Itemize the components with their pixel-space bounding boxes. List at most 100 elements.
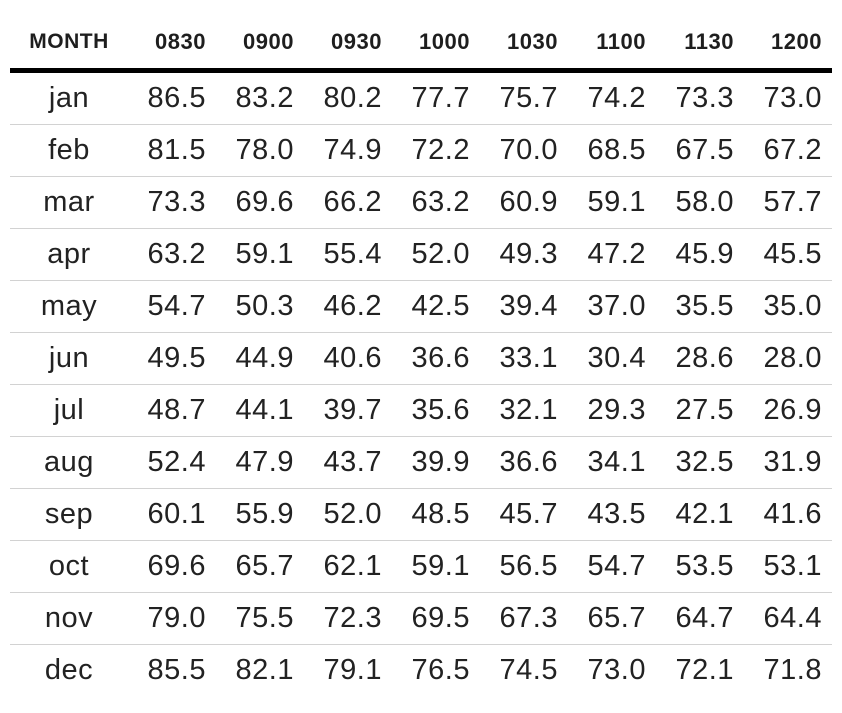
value-cell: 36.6 (480, 436, 568, 489)
value-cell: 67.2 (744, 124, 832, 177)
value-cell: 73.3 (656, 70, 744, 125)
value-cell: 73.0 (744, 70, 832, 125)
value-cell: 34.1 (568, 436, 656, 489)
value-cell: 40.6 (304, 332, 392, 385)
column-header-1000: 1000 (392, 16, 480, 73)
value-cell: 35.0 (744, 280, 832, 333)
column-header-0900: 0900 (216, 16, 304, 73)
value-cell: 46.2 (304, 280, 392, 333)
value-cell: 45.5 (744, 228, 832, 281)
table-row: may 54.7 50.3 46.2 42.5 39.4 37.0 35.5 35.0 (10, 280, 832, 333)
value-cell: 75.7 (480, 70, 568, 125)
value-cell: 44.9 (216, 332, 304, 385)
value-cell: 76.5 (411, 654, 470, 686)
value-cell: 29.3 (568, 384, 656, 437)
value-cell: 49.5 (128, 332, 216, 385)
value-cell: 27.5 (656, 384, 744, 437)
table-body: jan 86.5 83.2 80.2 77.7 75.7 74.2 73.3 73.0 feb 81… (10, 70, 832, 697)
value-cell: 63.2 (392, 176, 480, 229)
table-row: apr 63.2 59.1 55.4 52.0 49.3 47.2 45.9 45.5 (10, 228, 832, 281)
value-cell: 55.4 (304, 228, 392, 281)
value-cell: 72.3 (304, 592, 392, 645)
value-cell: 63.2 (128, 228, 216, 281)
column-header-1200: 1200 (744, 16, 832, 73)
value-cell: 53.5 (656, 540, 744, 593)
column-header-0930: 0930 (304, 16, 392, 73)
value-cell: 45.7 (480, 488, 568, 541)
value-cell: 70.0 (480, 124, 568, 177)
table-row: sep 60.1 55.9 52.0 48.5 45.7 43.5 42.1 41.6 (10, 488, 832, 541)
value-cell: 60.1 (128, 488, 216, 541)
value-cell: 58.0 (656, 176, 744, 229)
month-cell: mar (10, 176, 128, 229)
value-cell: 64.4 (744, 592, 832, 645)
month-cell: nov (10, 592, 128, 645)
value-cell: 53.1 (744, 540, 832, 593)
month-cell: jun (10, 332, 128, 385)
value-cell: 49.3 (480, 228, 568, 281)
value-cell: 79.1 (323, 654, 382, 686)
header-row: MONTH 0830 0900 0930 1000 1030 1100 1130 1200 (10, 16, 832, 73)
value-cell: 56.5 (480, 540, 568, 593)
value-cell: 80.2 (304, 70, 392, 125)
value-cell: 65.7 (568, 592, 656, 645)
month-cell: oct (10, 540, 128, 593)
value-cell: 50.3 (216, 280, 304, 333)
value-cell: 67.3 (480, 592, 568, 645)
value-cell: 32.1 (480, 384, 568, 437)
value-cell: 35.6 (392, 384, 480, 437)
value-cell: 52.4 (128, 436, 216, 489)
value-cell: 71.8 (763, 654, 822, 686)
value-cell: 32.5 (656, 436, 744, 489)
value-cell: 69.6 (216, 176, 304, 229)
column-header-1100: 1100 (568, 16, 656, 73)
value-cell: 72.1 (675, 654, 734, 686)
value-cell: 59.1 (568, 176, 656, 229)
month-cell: feb (10, 124, 128, 177)
value-cell: 43.7 (304, 436, 392, 489)
value-cell: 74.5 (499, 654, 558, 686)
value-cell: 33.1 (480, 332, 568, 385)
value-cell: 86.5 (128, 70, 216, 125)
table-row: oct 69.6 65.7 62.1 59.1 56.5 54.7 53.5 53.1 (10, 540, 832, 593)
data-table: MONTH 0830 0900 0930 1000 1030 1100 1130 1200 ja… (10, 16, 832, 696)
value-cell: 72.2 (392, 124, 480, 177)
value-cell: 65.7 (216, 540, 304, 593)
value-cell: 28.0 (744, 332, 832, 385)
value-cell: 54.7 (568, 540, 656, 593)
value-cell: 62.1 (304, 540, 392, 593)
value-cell: 48.5 (392, 488, 480, 541)
value-cell: 69.5 (392, 592, 480, 645)
month-cell: jul (10, 384, 128, 437)
value-cell: 52.0 (392, 228, 480, 281)
column-header-1130: 1130 (656, 16, 744, 73)
value-cell: 81.5 (128, 124, 216, 177)
value-cell: 36.6 (392, 332, 480, 385)
month-cell: sep (10, 488, 128, 541)
value-cell: 73.3 (128, 176, 216, 229)
value-cell: 28.6 (656, 332, 744, 385)
value-cell: 85.5 (147, 654, 206, 686)
value-cell: 79.0 (128, 592, 216, 645)
table-row: aug 52.4 47.9 43.7 39.9 36.6 34.1 32.5 31.9 (10, 436, 832, 489)
column-header-1030: 1030 (480, 16, 568, 73)
value-cell: 60.9 (480, 176, 568, 229)
value-cell: 54.7 (128, 280, 216, 333)
value-cell: 47.9 (216, 436, 304, 489)
value-cell: 35.5 (656, 280, 744, 333)
value-cell: 48.7 (128, 384, 216, 437)
value-cell: 42.5 (392, 280, 480, 333)
month-cell: jan (10, 70, 128, 125)
value-cell: 78.0 (216, 124, 304, 177)
value-cell: 42.1 (656, 488, 744, 541)
value-cell: 83.2 (216, 70, 304, 125)
value-cell: 39.4 (480, 280, 568, 333)
value-cell: 43.5 (568, 488, 656, 541)
value-cell: 39.9 (392, 436, 480, 489)
value-cell: 39.7 (304, 384, 392, 437)
value-cell: 64.7 (656, 592, 744, 645)
month-cell: apr (10, 228, 128, 281)
value-cell: 59.1 (216, 228, 304, 281)
value-cell: 57.7 (744, 176, 832, 229)
value-cell: 66.2 (304, 176, 392, 229)
